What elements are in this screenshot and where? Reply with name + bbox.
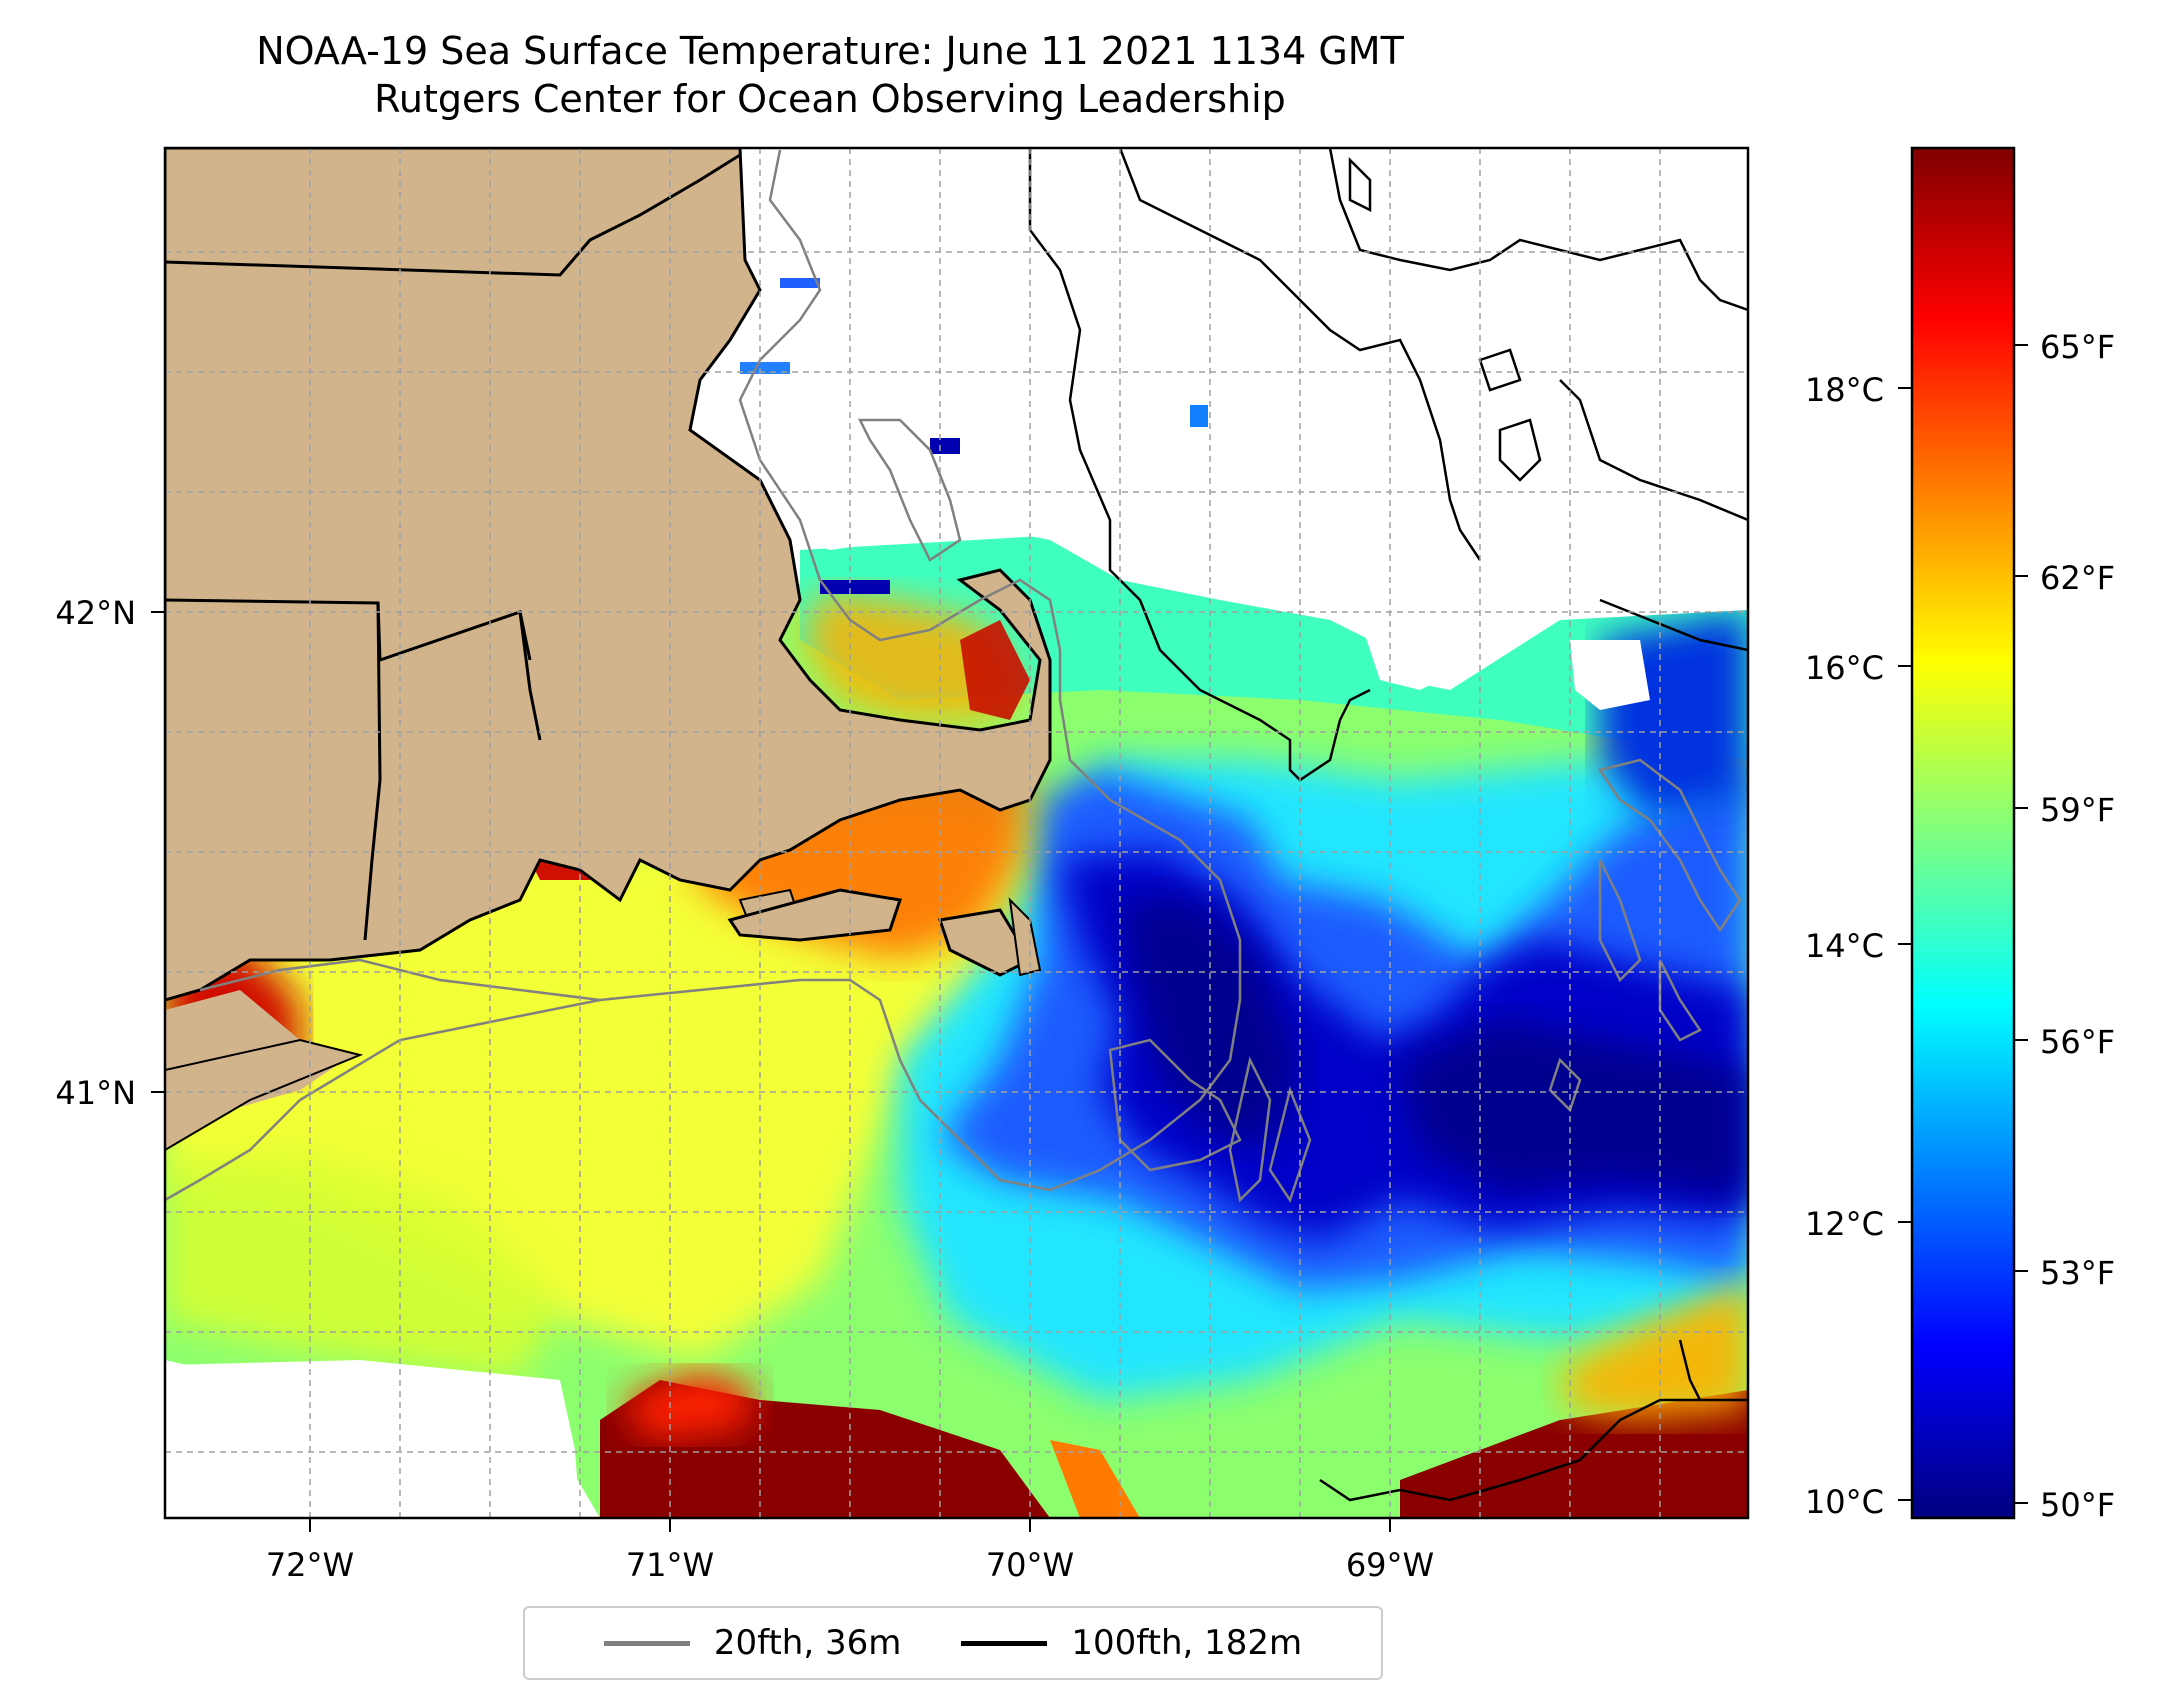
legend-item-100fth: 100fth, 182m bbox=[961, 1623, 1302, 1663]
map-tick-marks bbox=[151, 611, 1391, 1532]
lon-tick-label: 72°W bbox=[266, 1546, 354, 1584]
lat-tick-label: 42°N bbox=[55, 594, 136, 632]
colorbar-gradient bbox=[1910, 146, 2016, 1520]
colorbar-fahrenheit-ticks bbox=[2014, 344, 2028, 1504]
lon-tick-label: 70°W bbox=[986, 1546, 1074, 1584]
legend-label: 100fth, 182m bbox=[1071, 1623, 1303, 1663]
north-specks bbox=[740, 278, 1208, 594]
fahrenheit-tick-label: 65°F bbox=[2040, 328, 2115, 366]
fahrenheit-tick-label: 50°F bbox=[2040, 1486, 2115, 1524]
fahrenheit-tick-label: 59°F bbox=[2040, 791, 2115, 829]
map-frame bbox=[163, 146, 1750, 1520]
legend-swatch-black-line bbox=[961, 1640, 1048, 1646]
contour-100fth bbox=[1028, 148, 1748, 1502]
celsius-tick-label: 18°C bbox=[1805, 371, 1884, 409]
land bbox=[165, 148, 1052, 1152]
chart-subtitle: Rutgers Center for Ocean Observing Leade… bbox=[374, 77, 1286, 121]
lon-tick-label: 69°W bbox=[1346, 1546, 1434, 1584]
fahrenheit-tick-label: 53°F bbox=[2040, 1254, 2115, 1292]
colorbar-celsius-ticks bbox=[1898, 387, 1912, 1501]
legend-swatch-grey-line bbox=[603, 1640, 690, 1646]
legend-label: 20fth, 36m bbox=[713, 1623, 902, 1663]
no-data-areas bbox=[165, 148, 1748, 1518]
fahrenheit-tick-label: 62°F bbox=[2040, 559, 2115, 597]
fahrenheit-tick-label: 56°F bbox=[2040, 1023, 2115, 1061]
map-area bbox=[165, 148, 1748, 1518]
lon-tick-labels: 72°W 71°W 70°W 69°W bbox=[266, 1546, 1434, 1584]
legend-item-20fth: 20fth, 36m bbox=[603, 1623, 902, 1663]
chart-title: NOAA-19 Sea Surface Temperature: June 11… bbox=[256, 29, 1404, 73]
celsius-tick-label: 14°C bbox=[1805, 927, 1884, 965]
legend: 20fth, 36m 100fth, 182m bbox=[523, 1606, 1383, 1680]
gridlines bbox=[165, 148, 1748, 1518]
celsius-tick-label: 12°C bbox=[1805, 1205, 1884, 1243]
lat-tick-label: 41°N bbox=[55, 1074, 136, 1112]
celsius-tick-label: 16°C bbox=[1805, 649, 1884, 687]
lat-tick-labels: 42°N 41°N bbox=[55, 594, 136, 1112]
lon-tick-label: 71°W bbox=[626, 1546, 714, 1584]
colorbar: 18°C 16°C 14°C 12°C 10°C 65°F 62°F 59°F … bbox=[1805, 146, 2115, 1524]
celsius-tick-label: 10°C bbox=[1805, 1483, 1884, 1521]
